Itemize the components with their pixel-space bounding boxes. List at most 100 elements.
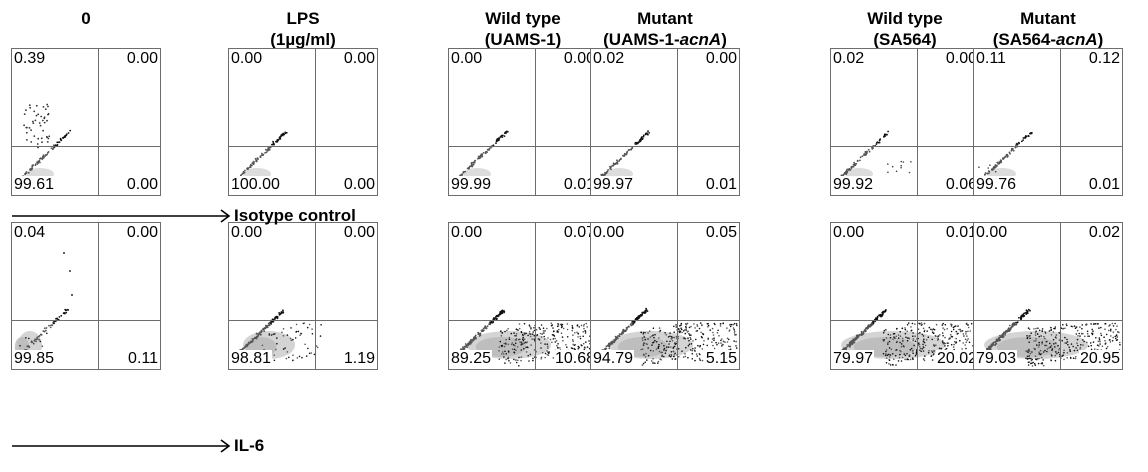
event-dot	[906, 337, 909, 339]
event-dot	[642, 333, 645, 335]
event-dot	[540, 342, 542, 344]
event-dot	[1080, 344, 1082, 346]
event-dot	[849, 341, 852, 344]
event-dot	[574, 348, 576, 351]
event-dot	[35, 340, 37, 343]
event-dot	[665, 349, 667, 352]
event-dot	[688, 339, 690, 342]
event-dot	[511, 348, 514, 350]
event-dot	[1034, 332, 1037, 334]
event-dot	[565, 344, 567, 346]
event-dot	[652, 358, 654, 360]
event-dot	[883, 135, 885, 138]
event-dot	[533, 334, 536, 337]
event-dot	[268, 324, 271, 327]
event-dot	[920, 322, 923, 324]
event-dot	[576, 324, 579, 326]
event-dot	[650, 360, 653, 362]
event-dot	[45, 327, 48, 329]
quadrant-horizontal-gate	[229, 146, 377, 147]
event-dot	[470, 339, 473, 342]
event-dot	[618, 159, 621, 161]
event-dot	[730, 323, 733, 326]
event-dot	[665, 334, 667, 336]
event-dot	[546, 343, 549, 345]
event-dot	[1075, 333, 1078, 335]
event-dot	[652, 334, 654, 336]
event-dot	[1022, 139, 1024, 141]
event-dot	[942, 327, 944, 329]
event-dot	[904, 358, 906, 361]
event-dot	[942, 334, 944, 337]
event-dot	[529, 335, 532, 338]
event-dot	[268, 333, 271, 335]
event-dot	[910, 347, 913, 350]
event-dot	[885, 309, 887, 311]
event-dot	[643, 335, 645, 338]
event-dot	[876, 318, 878, 320]
event-dot	[913, 344, 915, 347]
event-dot	[1027, 327, 1030, 329]
event-dot	[1105, 347, 1108, 350]
event-dot	[670, 354, 673, 356]
event-dot	[39, 340, 42, 343]
quadrant-percent-upper-left: 0.00	[230, 50, 264, 68]
event-dot	[34, 163, 37, 165]
event-dot	[518, 365, 520, 367]
event-dot	[307, 347, 309, 350]
event-dot	[637, 142, 639, 145]
event-dot	[39, 333, 42, 336]
event-dot	[1061, 339, 1063, 342]
event-dot	[995, 342, 998, 345]
event-dot	[279, 313, 282, 315]
event-dot	[1077, 335, 1079, 337]
event-dot	[933, 345, 936, 347]
event-dot	[887, 343, 889, 345]
event-dot	[559, 347, 561, 349]
event-dot	[728, 345, 730, 347]
event-dot	[1058, 332, 1061, 335]
event-dot	[643, 342, 645, 344]
event-dot	[965, 333, 967, 335]
event-dot	[1058, 349, 1060, 351]
event-dot	[1090, 323, 1092, 325]
event-dot	[941, 340, 944, 342]
event-dot	[1062, 327, 1065, 330]
event-dot	[720, 339, 722, 342]
event-dot	[468, 341, 471, 344]
event-dot	[932, 328, 935, 330]
event-dot	[881, 313, 884, 316]
event-dot	[904, 328, 907, 331]
event-dot	[251, 162, 254, 165]
event-dot	[258, 332, 261, 335]
event-dot	[284, 131, 287, 134]
event-dot	[673, 331, 675, 333]
event-dot	[562, 339, 564, 342]
event-dot	[515, 338, 518, 340]
event-dot	[497, 139, 500, 142]
event-dot	[728, 329, 731, 331]
event-dot	[32, 122, 35, 124]
event-dot	[315, 345, 318, 347]
event-dot	[1028, 355, 1030, 357]
event-dot	[895, 364, 897, 366]
event-dot	[1029, 309, 1031, 312]
event-dot	[501, 136, 504, 138]
event-dot	[488, 149, 490, 151]
event-dot	[931, 331, 934, 333]
event-dot	[895, 335, 898, 338]
event-dot	[52, 322, 55, 325]
event-dot	[888, 340, 891, 343]
event-dot	[46, 103, 49, 106]
event-dot	[964, 344, 966, 346]
event-dot	[544, 330, 546, 332]
event-dot	[618, 335, 621, 338]
event-dot	[1029, 352, 1032, 355]
event-dot	[507, 350, 510, 352]
event-dot	[657, 362, 659, 364]
event-dot	[667, 346, 670, 348]
event-dot	[949, 337, 951, 339]
event-dot	[523, 347, 525, 350]
event-dot	[966, 339, 968, 342]
event-dot	[644, 132, 647, 135]
